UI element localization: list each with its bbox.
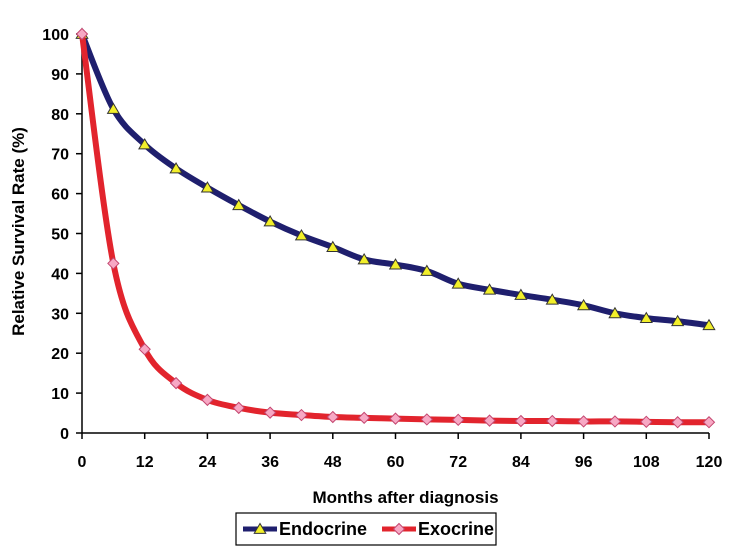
- y-tick-label: 100: [42, 27, 69, 44]
- data-point-exocrine: [640, 415, 653, 429]
- data-point-exocrine: [232, 401, 245, 415]
- legend: Endocrine Exocrine: [235, 512, 497, 546]
- series-exocrine: [75, 27, 716, 429]
- data-point-exocrine: [326, 410, 340, 424]
- data-point-exocrine: [138, 343, 151, 356]
- y-tick-label: 40: [51, 266, 69, 283]
- data-point-exocrine: [702, 416, 716, 429]
- data-point-exocrine: [357, 411, 371, 425]
- x-tick-label: 84: [512, 454, 530, 471]
- data-point-exocrine: [107, 257, 120, 270]
- y-tick-label: 80: [51, 107, 69, 124]
- data-point-endocrine: [388, 258, 403, 270]
- y-tick-label: 30: [51, 306, 69, 323]
- x-tick-label: 120: [696, 454, 723, 471]
- data-point-endocrine: [232, 198, 246, 211]
- y-tick-label: 0: [60, 426, 69, 443]
- data-point-endocrine: [451, 277, 465, 289]
- series-line-exocrine: [79, 31, 712, 426]
- legend-box: [235, 512, 497, 546]
- x-tick-label: 0: [78, 454, 87, 471]
- data-point-exocrine: [169, 376, 183, 390]
- data-point-endocrine: [357, 252, 371, 265]
- data-point-endocrine: [608, 306, 622, 319]
- series-layer: [75, 27, 716, 429]
- x-axis-title: Months after diagnosis: [312, 488, 498, 507]
- data-point-exocrine: [451, 413, 465, 427]
- x-tick-label: 60: [387, 454, 405, 471]
- data-point-endocrine: [106, 102, 120, 114]
- x-tick-label: 12: [136, 454, 154, 471]
- series-line-endocrine: [79, 31, 712, 329]
- x-tick-label: 48: [324, 454, 342, 471]
- legend-marker-endocrine: [253, 522, 267, 534]
- data-point-exocrine: [420, 413, 434, 426]
- x-tick-label: 96: [575, 454, 593, 471]
- data-point-exocrine: [671, 416, 684, 429]
- series-endocrine: [75, 27, 716, 331]
- legend-marker-exocrine: [392, 522, 406, 536]
- data-point-endocrine: [671, 314, 685, 327]
- data-point-endocrine: [263, 215, 277, 227]
- y-tick-label: 10: [51, 386, 69, 403]
- data-point-endocrine: [545, 293, 559, 305]
- data-point-endocrine: [639, 311, 653, 323]
- y-tick-label: 90: [51, 67, 69, 84]
- legend-label-exocrine: Exocrine: [418, 519, 494, 539]
- legend-label-endocrine: Endocrine: [279, 519, 367, 539]
- data-point-endocrine: [514, 288, 528, 300]
- data-point-exocrine: [263, 406, 277, 419]
- x-tick-label: 36: [261, 454, 279, 471]
- data-point-endocrine: [200, 181, 215, 193]
- data-point-exocrine: [483, 414, 496, 427]
- data-point-endocrine: [169, 161, 183, 174]
- data-point-endocrine: [702, 318, 716, 331]
- data-point-endocrine: [294, 229, 309, 241]
- data-point-endocrine: [420, 264, 434, 276]
- data-point-exocrine: [514, 414, 528, 428]
- data-point-exocrine: [295, 408, 308, 422]
- y-tick-label: 50: [51, 227, 69, 244]
- x-tick-label: 72: [449, 454, 467, 471]
- data-point-exocrine: [546, 414, 559, 428]
- x-tick-label: 108: [633, 454, 660, 471]
- data-point-exocrine: [75, 27, 89, 41]
- y-tick-label: 60: [51, 187, 69, 204]
- data-point-exocrine: [608, 415, 622, 428]
- data-point-endocrine: [576, 298, 591, 311]
- data-point-exocrine: [201, 393, 214, 407]
- axes: 0 10 20 30 40 50 60 70 80 90 100 0 12 24 36 48 60 72 84 96 1…: [42, 27, 722, 471]
- data-point-endocrine: [326, 240, 340, 252]
- data-point-endocrine: [482, 283, 497, 295]
- x-tick-label: 24: [199, 454, 217, 471]
- data-point-exocrine: [389, 412, 402, 425]
- data-point-endocrine: [138, 138, 152, 150]
- y-axis-title: Relative Survival Rate (%): [9, 127, 28, 336]
- y-tick-label: 70: [51, 147, 69, 164]
- y-tick-label: 20: [51, 346, 69, 363]
- data-point-exocrine: [577, 415, 590, 428]
